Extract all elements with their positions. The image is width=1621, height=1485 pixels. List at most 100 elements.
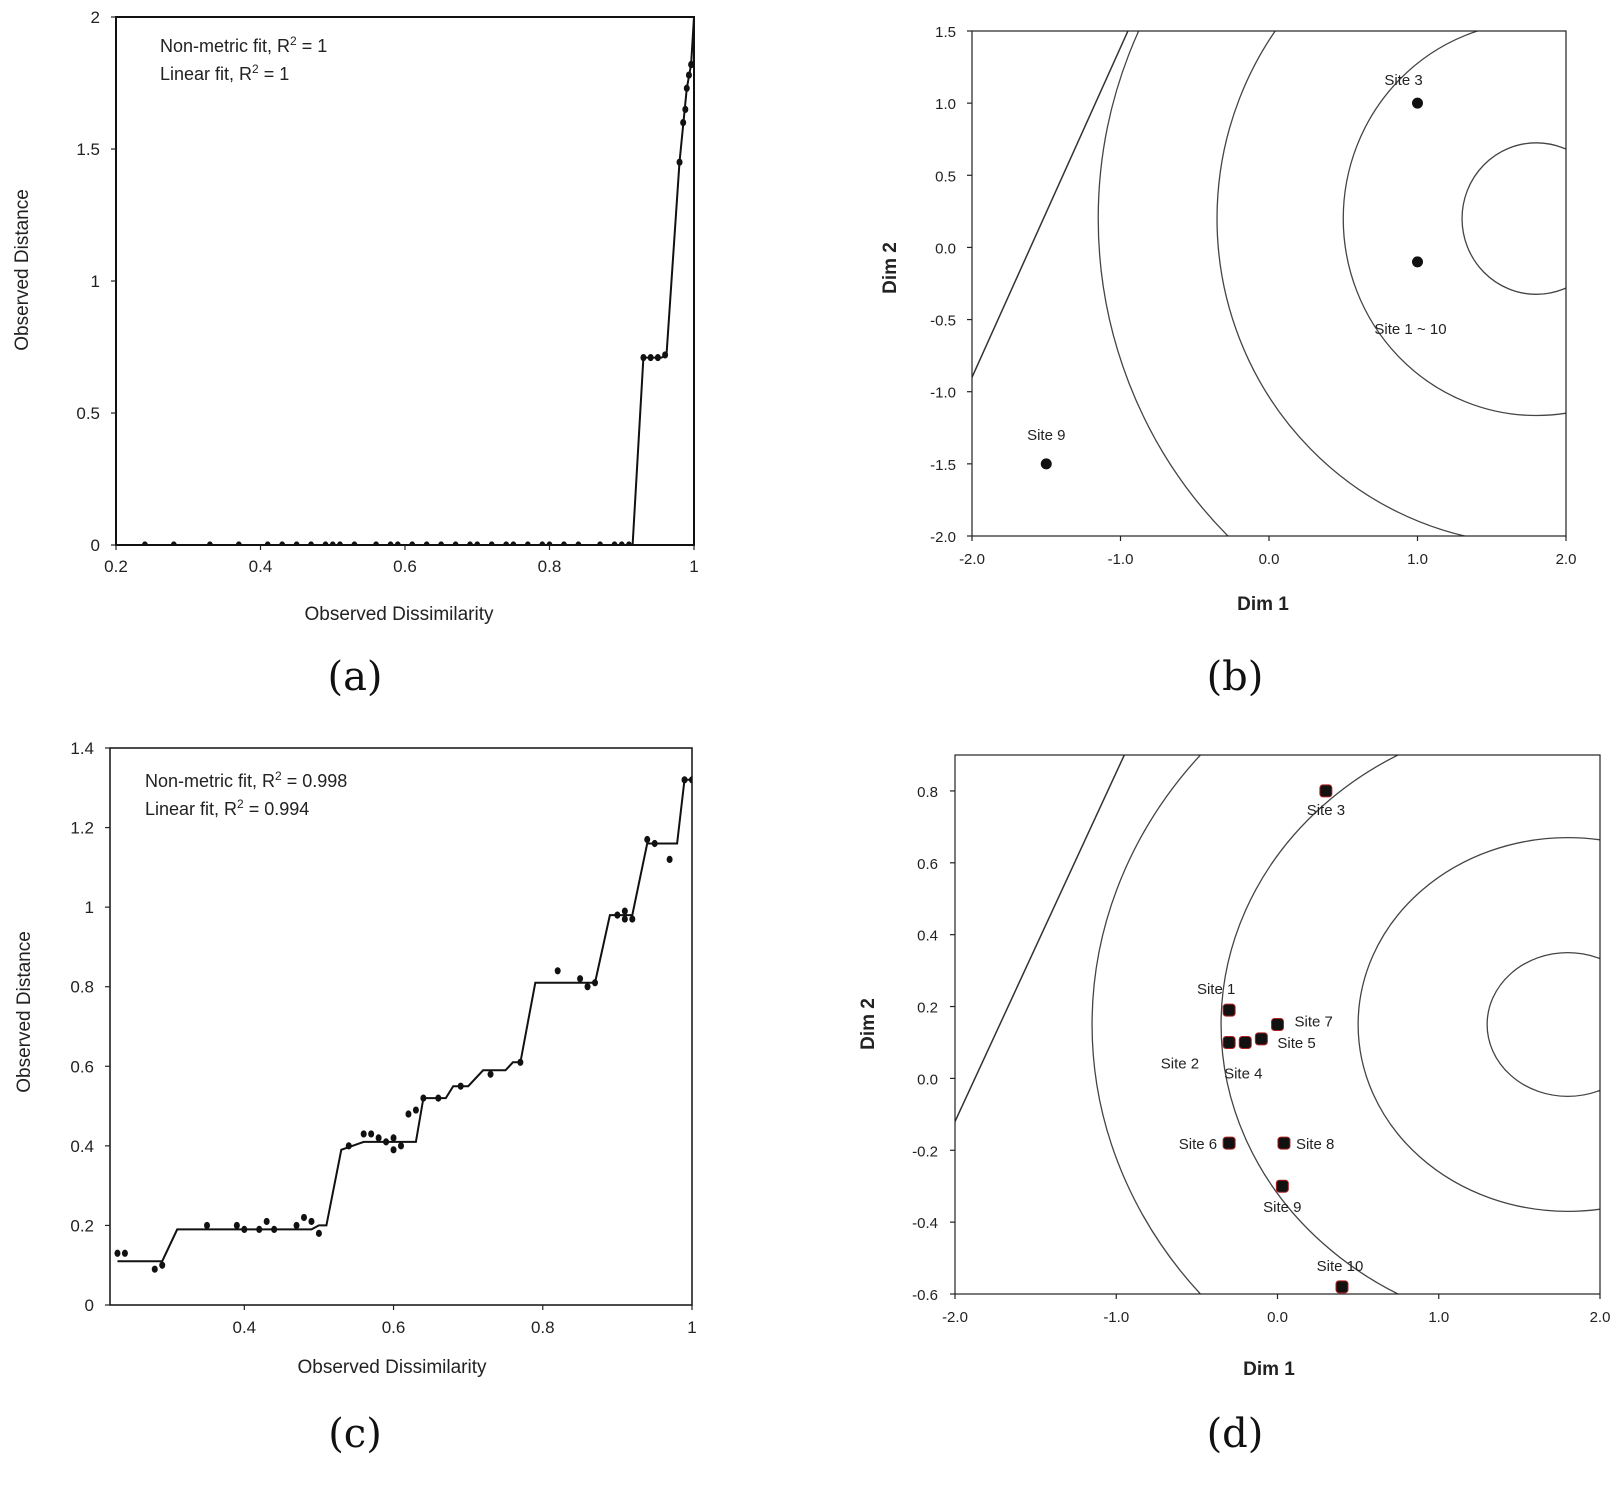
site-point: [1222, 1003, 1236, 1017]
plot-area-b: [972, 31, 1566, 536]
x-tick-label: 0.0: [1259, 551, 1280, 568]
contour-line: [1342, 31, 1566, 417]
y-tick-label: 2: [91, 8, 100, 27]
data-point: [345, 1142, 352, 1150]
data-point: [114, 1249, 121, 1257]
contour-line: [1216, 31, 1468, 536]
data-point: [233, 1221, 240, 1230]
contour-line: [1091, 755, 1202, 1294]
y-tick-label: 1.5: [76, 140, 100, 159]
data-point: [683, 84, 690, 92]
x-tick-label: 0.2: [104, 557, 128, 576]
site-label: Site 6: [1179, 1136, 1217, 1153]
y-tick-label: -1.5: [930, 457, 956, 474]
data-point: [577, 975, 584, 983]
y-axis-label: Dim 2: [880, 242, 901, 294]
data-point: [682, 105, 689, 113]
data-point: [614, 911, 621, 919]
data-point: [375, 1134, 382, 1142]
annotation-superscript: 2: [237, 797, 244, 811]
site-point: [1335, 1280, 1349, 1294]
data-point: [271, 1225, 278, 1234]
data-point: [121, 1249, 128, 1257]
y-tick-label: 0: [91, 536, 100, 555]
y-tick-label: 0.0: [917, 1071, 938, 1088]
y-tick-label: -0.6: [912, 1287, 938, 1304]
data-point: [412, 1106, 419, 1114]
data-point: [666, 855, 673, 864]
y-tick-label: 0.5: [76, 404, 100, 423]
y-tick-label: 0.6: [917, 856, 938, 873]
fit-line: [117, 778, 692, 1263]
data-point: [308, 1217, 315, 1226]
y-tick-label: 0.4: [70, 1137, 94, 1156]
contour-line: [1461, 142, 1566, 295]
data-point: [681, 776, 688, 784]
annotation-value: = 0.994: [244, 799, 310, 819]
data-point: [398, 1142, 404, 1150]
data-point: [301, 1213, 307, 1222]
site-label: Site 1: [1197, 981, 1235, 998]
site-point: [1275, 1179, 1289, 1193]
y-tick-label: 1.4: [70, 739, 94, 758]
data-point: [651, 839, 658, 848]
site-label: Site 1 ~ 10: [1374, 321, 1446, 338]
data-point: [487, 1070, 494, 1078]
data-point: [592, 979, 598, 987]
data-point: [621, 907, 628, 915]
plot-frame: [115, 16, 695, 546]
data-point: [159, 1261, 166, 1269]
site-label: Site 7: [1295, 1014, 1333, 1031]
fit-line: [116, 17, 694, 545]
x-tick-label: 2.0: [1556, 551, 1577, 568]
boundary-line: [972, 31, 1129, 378]
data-point: [204, 1221, 210, 1230]
annotation-text: Non-metric fit, R: [145, 771, 275, 791]
x-tick-label: 0.6: [382, 1318, 406, 1337]
y-tick-label: 0.8: [70, 978, 94, 997]
y-tick-label: 0.8: [917, 784, 938, 801]
chart-c: 0 0.2 0.4 0.6 0.8 1 1.2 1.4 0.4 0.6 0.8 1 Observed D…: [14, 739, 697, 1457]
annotation-superscript: 2: [252, 62, 259, 76]
annotation-text: Linear fit, R: [160, 64, 252, 84]
data-point: [241, 1225, 248, 1234]
y-tick-label: -0.2: [912, 1143, 938, 1160]
y-tick-label: 1: [85, 898, 94, 917]
data-point: [315, 1229, 322, 1237]
x-tick-label: 0.0: [1267, 1309, 1288, 1326]
fit-annotation: Non-metric fit, R2 = 0.998: [145, 769, 347, 791]
y-tick-label: 0.2: [917, 1000, 938, 1017]
site-label: Site 10: [1317, 1258, 1364, 1275]
panel-label: (b): [1207, 654, 1264, 700]
y-tick-label: 1.2: [70, 819, 94, 838]
data-point: [457, 1082, 464, 1090]
site-point: [1238, 1035, 1252, 1049]
x-tick-label: -2.0: [959, 551, 985, 568]
y-tick-label: 1.0: [935, 96, 956, 113]
x-tick-label: 2.0: [1590, 1309, 1611, 1326]
data-point: [685, 71, 692, 79]
x-tick-label: 0.4: [249, 557, 273, 576]
y-tick-label: -0.5: [930, 313, 956, 330]
plot-frame: [109, 747, 693, 1306]
x-tick-label: -1.0: [1108, 551, 1134, 568]
site-point: [1319, 784, 1333, 798]
site-label: Site 9: [1027, 427, 1065, 444]
x-axis-label: Observed Dissimilarity: [298, 1357, 487, 1378]
site-point: [1222, 1136, 1236, 1150]
y-tick-label: 0.2: [70, 1216, 94, 1235]
boundary-line: [955, 755, 1125, 1122]
x-tick-label: 0.8: [538, 557, 562, 576]
x-tick-label: 1.0: [1428, 1309, 1449, 1326]
annotation-text: Non-metric fit, R: [160, 36, 290, 56]
data-point: [368, 1130, 375, 1138]
data-point: [554, 967, 561, 975]
annotation-superscript: 2: [290, 34, 297, 48]
x-tick-label: 0.6: [393, 557, 417, 576]
fit-annotation: Non-metric fit, R2 = 1: [160, 34, 327, 56]
y-tick-label: 1: [91, 272, 100, 291]
y-tick-label: 0.0: [935, 240, 956, 257]
y-axis-label: Observed Distance: [12, 189, 33, 351]
y-tick-label: -2.0: [930, 529, 956, 546]
data-point: [435, 1094, 442, 1102]
